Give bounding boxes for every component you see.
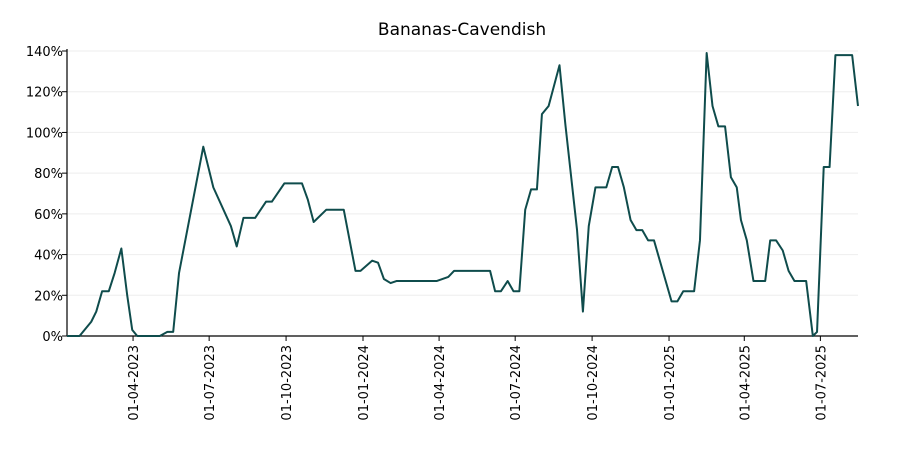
x-tick-label: 01-07-2023 [203, 345, 218, 421]
y-tick-label: 80% [34, 167, 63, 182]
x-tick-label: 01-04-2023 [127, 345, 142, 421]
y-tick-label: 0% [42, 330, 63, 345]
x-tick-label: 01-07-2024 [509, 345, 524, 421]
x-tick-label: 01-07-2025 [814, 345, 829, 421]
x-tick-label: 01-10-2024 [586, 345, 601, 421]
y-tick-label: 100% [26, 126, 63, 141]
y-tick-label: 140% [26, 45, 63, 60]
x-tick-label: 01-10-2023 [280, 345, 295, 421]
y-tick-label: 20% [34, 289, 63, 304]
y-tick-label: 60% [34, 208, 63, 223]
y-tick-label: 40% [34, 249, 63, 264]
data-line [67, 52, 859, 337]
x-tick-label: 01-04-2024 [433, 345, 448, 421]
x-tick-label: 01-01-2025 [663, 345, 678, 421]
chart-title: Bananas-Cavendish [378, 20, 546, 40]
y-tick-label: 120% [26, 86, 63, 101]
x-tick-label: 01-01-2024 [357, 345, 372, 421]
x-tick-label: 01-04-2025 [738, 345, 753, 421]
